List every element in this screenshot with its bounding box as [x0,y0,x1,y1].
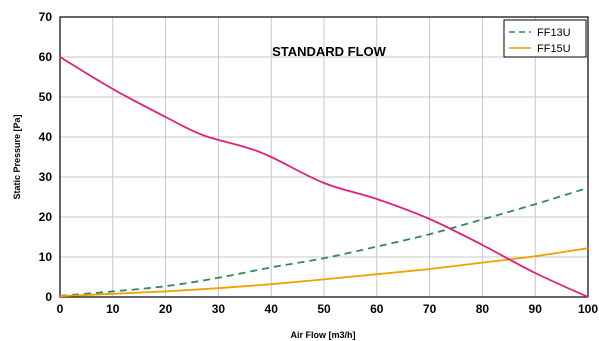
x-tick-label: 90 [529,302,543,316]
y-tick-label: 0 [45,290,52,304]
y-axis-ticks: 0 10 20 30 40 50 60 70 [39,10,53,304]
x-axis-ticks: 0 10 20 30 40 50 60 70 80 90 100 [57,302,599,316]
x-tick-label: 40 [265,302,279,316]
legend-box [503,19,587,58]
y-tick-label: 10 [39,250,53,264]
x-axis-label: Air Flow [m3/h] [291,330,356,340]
x-tick-label: 0 [57,302,64,316]
legend: FF13U FF15U [503,19,587,58]
x-tick-label: 50 [317,302,331,316]
y-tick-label: 40 [39,130,53,144]
y-tick-label: 30 [39,170,53,184]
x-tick-label: 30 [212,302,226,316]
x-tick-label: 70 [423,302,437,316]
y-tick-label: 60 [39,50,53,64]
grid-lines [60,17,588,297]
x-tick-label: 100 [578,302,598,316]
x-tick-label: 80 [476,302,490,316]
plot-area [59,16,589,298]
series-line-curve-2 [59,56,589,298]
y-tick-label: 50 [39,90,53,104]
legend-label-ff13u: FF13U [537,27,571,39]
x-tick-label: 60 [370,302,384,316]
y-axis-label: Static Pressure [Pa] [12,114,22,199]
x-tick-label: 20 [159,302,173,316]
y-tick-label: 70 [39,10,53,24]
x-tick-label: 10 [106,302,120,316]
chart-title: STANDARD FLOW [272,44,387,59]
y-tick-label: 20 [39,210,53,224]
series-line-ff15u [59,247,589,298]
series-lines [59,56,589,298]
legend-label-ff15u: FF15U [537,43,571,55]
series-line-ff13u [59,186,589,297]
